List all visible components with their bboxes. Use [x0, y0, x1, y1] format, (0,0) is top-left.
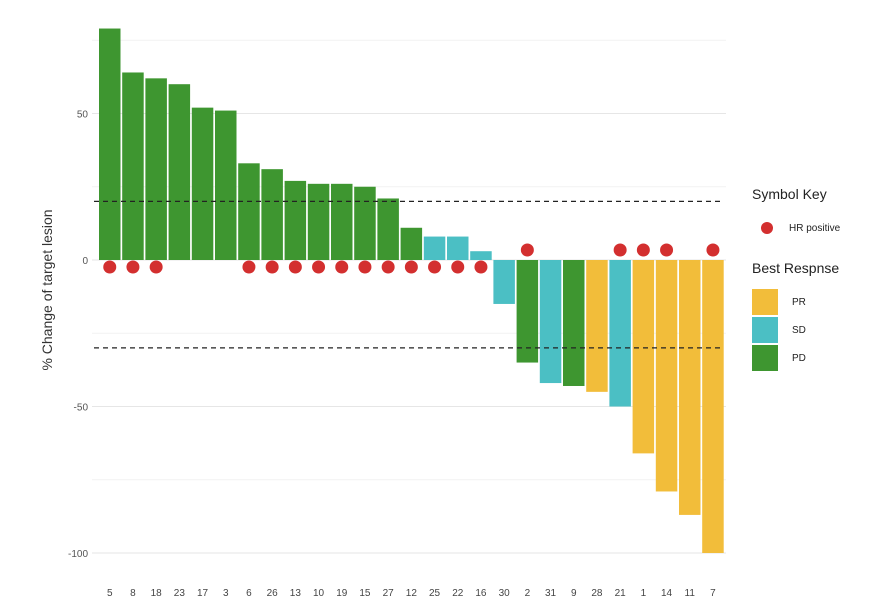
- bar-22: [447, 236, 469, 260]
- bar-25: [423, 236, 446, 260]
- y-tick-label: -50: [74, 403, 89, 414]
- symbol-key-label: HR positive: [789, 222, 841, 234]
- hr-positive-marker: [404, 260, 418, 274]
- y-tick-label: 50: [77, 110, 89, 121]
- bar-31: [539, 260, 562, 384]
- x-axis-ticks: 5 8 18 23 17 3 6 26 13 10 19 15 27 12 25 22 16 30 2 31 9 28 21…: [107, 588, 716, 599]
- bar-7: [702, 260, 724, 553]
- bar-27: [377, 198, 399, 260]
- legend-label-pr: PR: [792, 296, 806, 308]
- hr-markers-group: [103, 243, 720, 274]
- symbol-key-title: Symbol Key: [752, 186, 827, 202]
- bar-30: [493, 260, 515, 304]
- x-tick-label: 10: [313, 588, 325, 599]
- x-tick-label: 25: [429, 588, 441, 599]
- x-tick-label: 2: [525, 588, 531, 599]
- bars-group: [99, 28, 724, 553]
- hr-positive-marker: [335, 260, 349, 274]
- hr-positive-marker: [520, 243, 534, 257]
- legend: Symbol Key HR positive Best Respnse PR S…: [752, 186, 840, 372]
- hr-positive-marker: [149, 260, 163, 274]
- legend-item-pd: PD: [752, 344, 840, 372]
- hr-positive-marker: [358, 260, 372, 274]
- red-dot-icon: [761, 222, 773, 234]
- hr-positive-marker: [381, 260, 395, 274]
- hr-positive-marker: [312, 260, 326, 274]
- x-tick-label: 7: [710, 588, 716, 599]
- x-tick-label: 22: [452, 588, 464, 599]
- sd-swatch: [752, 317, 778, 343]
- hr-positive-marker: [636, 243, 650, 257]
- waterfall-chart: 500-50-100 5 8 18 23 17 3 6 26 13 10 19 15 27 12 25 22 1…: [39, 28, 726, 599]
- x-tick-label: 14: [661, 588, 673, 599]
- x-tick-label: 12: [406, 588, 418, 599]
- hr-positive-marker: [613, 243, 627, 257]
- x-tick-label: 11: [685, 588, 696, 599]
- x-tick-label: 3: [223, 588, 229, 599]
- hr-positive-marker: [451, 260, 465, 274]
- bar-18: [145, 78, 167, 260]
- pr-swatch: [752, 289, 778, 315]
- bar-16: [470, 251, 492, 260]
- bar-11: [679, 260, 701, 515]
- bar-8: [122, 72, 144, 260]
- x-tick-label: 30: [499, 588, 511, 599]
- hr-positive-marker: [428, 260, 442, 274]
- x-tick-label: 23: [174, 588, 186, 599]
- x-tick-label: 13: [290, 588, 302, 599]
- x-tick-label: 18: [151, 588, 163, 599]
- bar-19: [331, 183, 353, 260]
- bar-9: [563, 260, 585, 386]
- bar-10: [307, 183, 330, 260]
- x-tick-label: 26: [267, 588, 279, 599]
- bar-6: [238, 163, 260, 260]
- hr-positive-marker: [126, 260, 140, 274]
- x-tick-label: 28: [591, 588, 603, 599]
- y-axis-title: % Change of target lesion: [39, 209, 55, 370]
- bar-13: [284, 180, 307, 260]
- legend-label-pd: PD: [792, 352, 806, 364]
- hr-positive-marker: [242, 260, 256, 274]
- hr-positive-marker: [474, 260, 488, 274]
- hr-positive-marker: [660, 243, 674, 257]
- legend-label-sd: SD: [792, 324, 806, 336]
- x-tick-label: 9: [571, 588, 577, 599]
- bar-23: [168, 84, 191, 260]
- hr-positive-marker: [288, 260, 302, 274]
- y-axis-ticks: 50 0 -50 -100: [68, 110, 88, 561]
- y-tick-label: 0: [82, 256, 88, 267]
- hr-positive-marker: [103, 260, 117, 274]
- hr-positive-marker: [265, 260, 279, 274]
- bar-12: [400, 227, 423, 260]
- x-tick-label: 31: [545, 588, 557, 599]
- x-tick-label: 17: [197, 588, 209, 599]
- bar-3: [215, 110, 237, 260]
- bar-1: [632, 260, 655, 454]
- bar-15: [354, 186, 376, 260]
- legend-item-pr: PR: [752, 288, 840, 316]
- bar-2: [516, 260, 539, 363]
- y-tick-label: -100: [68, 549, 88, 560]
- x-tick-label: 15: [359, 588, 371, 599]
- x-tick-label: 21: [615, 588, 627, 599]
- bar-5: [99, 28, 121, 261]
- bar-14: [655, 260, 678, 492]
- x-tick-label: 27: [383, 588, 395, 599]
- x-tick-label: 19: [336, 588, 348, 599]
- x-tick-label: 1: [641, 588, 647, 599]
- x-tick-label: 16: [475, 588, 487, 599]
- best-response-title: Best Respnse: [752, 260, 840, 276]
- bar-17: [191, 107, 214, 260]
- bar-28: [586, 260, 608, 392]
- bar-21: [609, 260, 631, 407]
- x-tick-label: 5: [107, 588, 113, 599]
- hr-positive-marker: [706, 243, 720, 257]
- symbol-key-hr-positive: HR positive: [752, 214, 840, 242]
- x-tick-label: 6: [246, 588, 252, 599]
- legend-item-sd: SD: [752, 316, 840, 344]
- pd-swatch: [752, 345, 778, 371]
- bar-26: [261, 169, 283, 260]
- reference-lines: [94, 200, 722, 349]
- x-tick-label: 8: [130, 588, 136, 599]
